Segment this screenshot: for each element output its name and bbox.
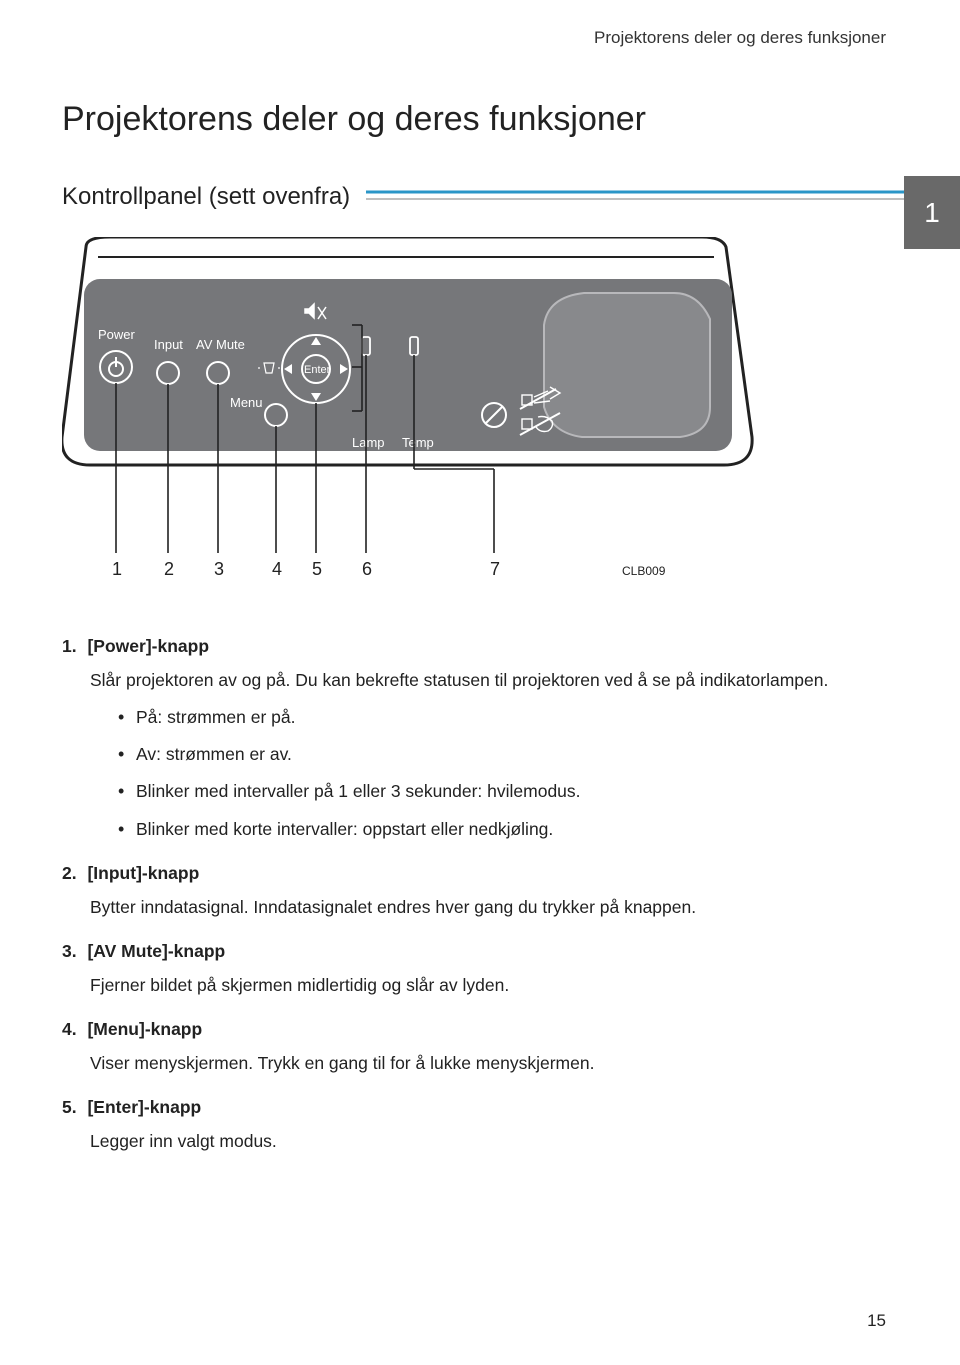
item-desc: Fjerner bildet på skjermen midlertidig o… (90, 972, 898, 999)
item-input: 2. [Input]-knapp Bytter inndatasignal. I… (62, 863, 898, 921)
item-desc: Viser menyskjermen. Trykk en gang til fo… (90, 1050, 898, 1077)
control-panel-diagram: Power Input AV Mute Menu Enter Lam (62, 237, 762, 612)
callout-2: 2 (164, 559, 174, 579)
item-title: [Input]-knapp (87, 863, 199, 883)
item-title: [AV Mute]-knapp (87, 941, 225, 961)
section-rule (366, 184, 960, 210)
item-index: 1. (62, 636, 77, 657)
chapter-badge: 1 (904, 176, 960, 249)
item-menu: 4. [Menu]-knapp Viser menyskjermen. Tryk… (62, 1019, 898, 1077)
diagram-label-menu: Menu (230, 395, 263, 410)
callout-6: 6 (362, 559, 372, 579)
item-desc: Legger inn valgt modus. (90, 1128, 898, 1155)
item-index: 3. (62, 941, 77, 962)
item-desc: Bytter inndatasignal. Inndatasignalet en… (90, 894, 898, 921)
bullet: Blinker med korte intervaller: oppstart … (118, 816, 898, 843)
item-title: [Power]-knapp (87, 636, 209, 656)
page-number: 15 (867, 1311, 886, 1331)
diagram-label-lamp: Lamp (352, 435, 385, 450)
page-title: Projektorens deler og deres funksjoner (0, 48, 960, 139)
item-title: [Menu]-knapp (87, 1019, 202, 1039)
callout-7: 7 (490, 559, 500, 579)
bullet: Av: strømmen er av. (118, 741, 898, 768)
item-index: 2. (62, 863, 77, 884)
running-header: Projektorens deler og deres funksjoner (0, 0, 960, 48)
callout-4: 4 (272, 559, 282, 579)
item-enter: 5. [Enter]-knapp Legger inn valgt modus. (62, 1097, 898, 1155)
diagram-code: CLB009 (622, 564, 666, 578)
item-avmute: 3. [AV Mute]-knapp Fjerner bildet på skj… (62, 941, 898, 999)
diagram-label-temp: Temp (402, 435, 434, 450)
diagram-label-avmute: AV Mute (196, 337, 245, 352)
bullet: På: strømmen er på. (118, 704, 898, 731)
diagram-label-input: Input (154, 337, 183, 352)
section-heading-bar: Kontrollpanel (sett ovenfra) (62, 183, 960, 211)
bullet: Blinker med intervaller på 1 eller 3 sek… (118, 778, 898, 805)
callout-1: 1 (112, 559, 122, 579)
body-content: 1. [Power]-knapp Slår projektoren av og … (62, 636, 898, 1155)
section-title: Kontrollpanel (sett ovenfra) (62, 183, 350, 211)
item-index: 4. (62, 1019, 77, 1040)
item-desc: Slår projektoren av og på. Du kan bekref… (90, 667, 898, 694)
item-index: 5. (62, 1097, 77, 1118)
item-title: [Enter]-knapp (87, 1097, 201, 1117)
diagram-label-power: Power (98, 327, 136, 342)
diagram-label-enter: Enter (304, 364, 331, 376)
item-power: 1. [Power]-knapp Slår projektoren av og … (62, 636, 898, 843)
callout-5: 5 (312, 559, 322, 579)
callout-3: 3 (214, 559, 224, 579)
